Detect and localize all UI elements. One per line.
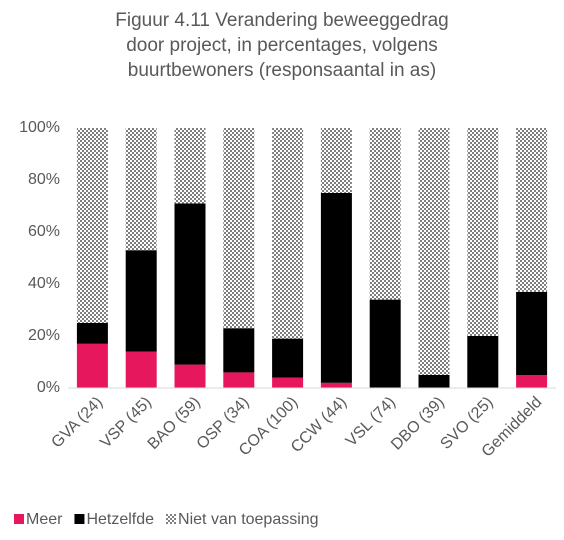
bar-segment [223,128,255,329]
bar-segment [76,323,108,344]
legend-label: Meer [26,511,63,528]
chart-title: buurtbewoners (responsaantal in as) [128,60,436,81]
legend-swatch [14,514,24,524]
bar-segment [125,250,157,352]
y-tick-label: 40% [28,275,60,292]
legend-swatch [74,514,85,524]
y-tick-label: 0% [37,379,60,396]
bar-segment [174,203,206,365]
bar-segment [369,128,401,300]
bar-segment [272,377,304,388]
bar-segment [223,328,255,373]
bar-segment [320,193,352,383]
bar-segment [272,128,304,339]
bar-segment [76,128,108,323]
legend-swatch [166,514,177,524]
bar-segment [516,375,548,388]
bar-segment [174,128,206,204]
bar-segment [418,128,450,375]
bar-segment [174,364,206,388]
bar-segment [125,351,157,388]
x-tick-label: BAO (59) [145,394,204,453]
bar-segment [223,372,255,388]
bar-segment [467,128,499,336]
y-tick-label: 60% [28,223,60,240]
bar-segment [320,128,352,193]
bar-segment [272,338,304,378]
chart-title: door project, in percentages, volgens [126,35,438,56]
chart-title: Figuur 4.11 Verandering beweeggedrag [115,10,448,31]
legend-label: Niet van toepassing [178,511,319,528]
x-tick-label: GVA (24) [48,394,106,452]
bar-segment [369,299,401,388]
legend-label: Hetzelfde [86,511,154,528]
bar-segment [516,128,548,292]
x-tick-label: DBO (39) [388,394,448,454]
bar-segment [76,343,108,388]
bar-segment [125,128,157,251]
bar-segment [516,291,548,375]
bar-segment [418,375,450,388]
bar-segment [320,382,352,388]
y-tick-label: 100% [19,119,60,136]
y-tick-label: 20% [28,327,60,344]
y-tick-label: 80% [28,171,60,188]
bar-segment [467,336,499,388]
